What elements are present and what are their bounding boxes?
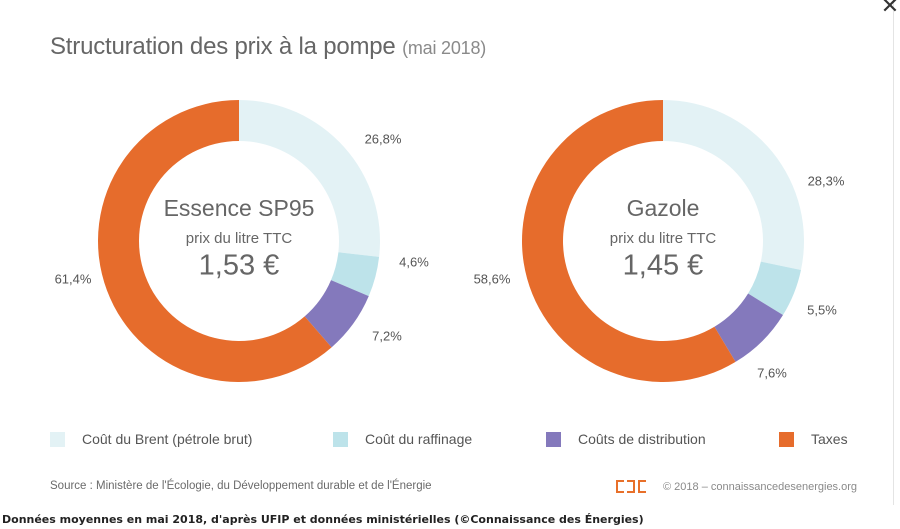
cde-logo-icon xyxy=(616,480,649,493)
copyright-text: © 2018 – connaissancedesenergies.org xyxy=(663,480,858,493)
legend-label-distribution: Coûts de distribution xyxy=(578,431,706,447)
donut-1-center-title: Essence SP95 xyxy=(164,195,315,221)
donut-1-label-brent: 26,8% xyxy=(365,131,402,146)
brand-footer: © 2018 – connaissancedesenergies.org xyxy=(616,480,857,493)
donut-1-slice-taxes xyxy=(97,100,332,382)
legend-label-raffinage: Coût du raffinage xyxy=(365,431,473,447)
legend-item-distribution: Coûts de distribution xyxy=(546,431,706,447)
donut-1-label-taxes: 61,4% xyxy=(55,271,92,286)
donut-2-slice-taxes xyxy=(521,99,736,382)
donut-1-center-subtitle: prix du litre TTC xyxy=(186,230,293,247)
legend-label-taxes: Taxes xyxy=(811,431,848,447)
donut-2-label-brent: 28,3% xyxy=(808,173,845,188)
donut-1-label-raffinage: 4,6% xyxy=(399,254,429,269)
donut-2-label-distribution: 7,6% xyxy=(757,365,787,380)
donut-2-center-title: Gazole xyxy=(627,195,700,221)
close-icon[interactable]: ✕ xyxy=(880,0,900,19)
legend-label-brent: Coût du Brent (pétrole brut) xyxy=(82,431,253,447)
image-caption: Données moyennes en mai 2018, d'après UF… xyxy=(2,513,644,526)
legend-swatch-distribution xyxy=(546,431,561,447)
title-main: Structuration des prix à la pompe xyxy=(50,33,396,60)
donut-1-slice-raffinage xyxy=(331,252,380,297)
donut-charts: 26,8% 4,6% 7,2% 61,4% Essence SP95 prix du li… xyxy=(55,99,845,382)
legend-swatch-raffinage xyxy=(333,431,348,447)
donut-2-slice-brent xyxy=(663,100,805,271)
legend-item-raffinage: Coût du raffinage xyxy=(333,431,472,447)
donut-1-slice-distribution xyxy=(304,280,369,348)
donut-1-center-value: 1,53 € xyxy=(199,250,280,282)
donut-2-slice-distribution xyxy=(714,293,783,362)
donut-2-label-raffinage: 5,5% xyxy=(807,302,837,317)
legend-swatch-brent xyxy=(50,431,65,447)
chart-title: Structuration des prix à la pompe (mai 2… xyxy=(50,33,486,61)
legend-swatch-taxes xyxy=(779,431,794,447)
legend-item-brent: Coût du Brent (pétrole brut) xyxy=(50,431,252,447)
donut-2-slice-raffinage xyxy=(748,261,801,316)
donut-2-center-value: 1,45 € xyxy=(623,250,704,282)
source-note: Source : Ministère de l'Écologie, du Dév… xyxy=(50,480,432,492)
donut-2-label-taxes: 58,6% xyxy=(474,271,511,286)
title-date: (mai 2018) xyxy=(402,38,487,58)
donut-1-slice-brent xyxy=(239,100,380,257)
legend-item-taxes: Taxes xyxy=(779,431,848,447)
donut-1-label-distribution: 7,2% xyxy=(372,328,402,343)
infographic-panel: Structuration des prix à la pompe (mai 2… xyxy=(0,0,894,505)
donut-2-center-subtitle: prix du litre TTC xyxy=(610,230,717,247)
legend: Coût du Brent (pétrole brut) Coût du raf… xyxy=(0,431,893,451)
